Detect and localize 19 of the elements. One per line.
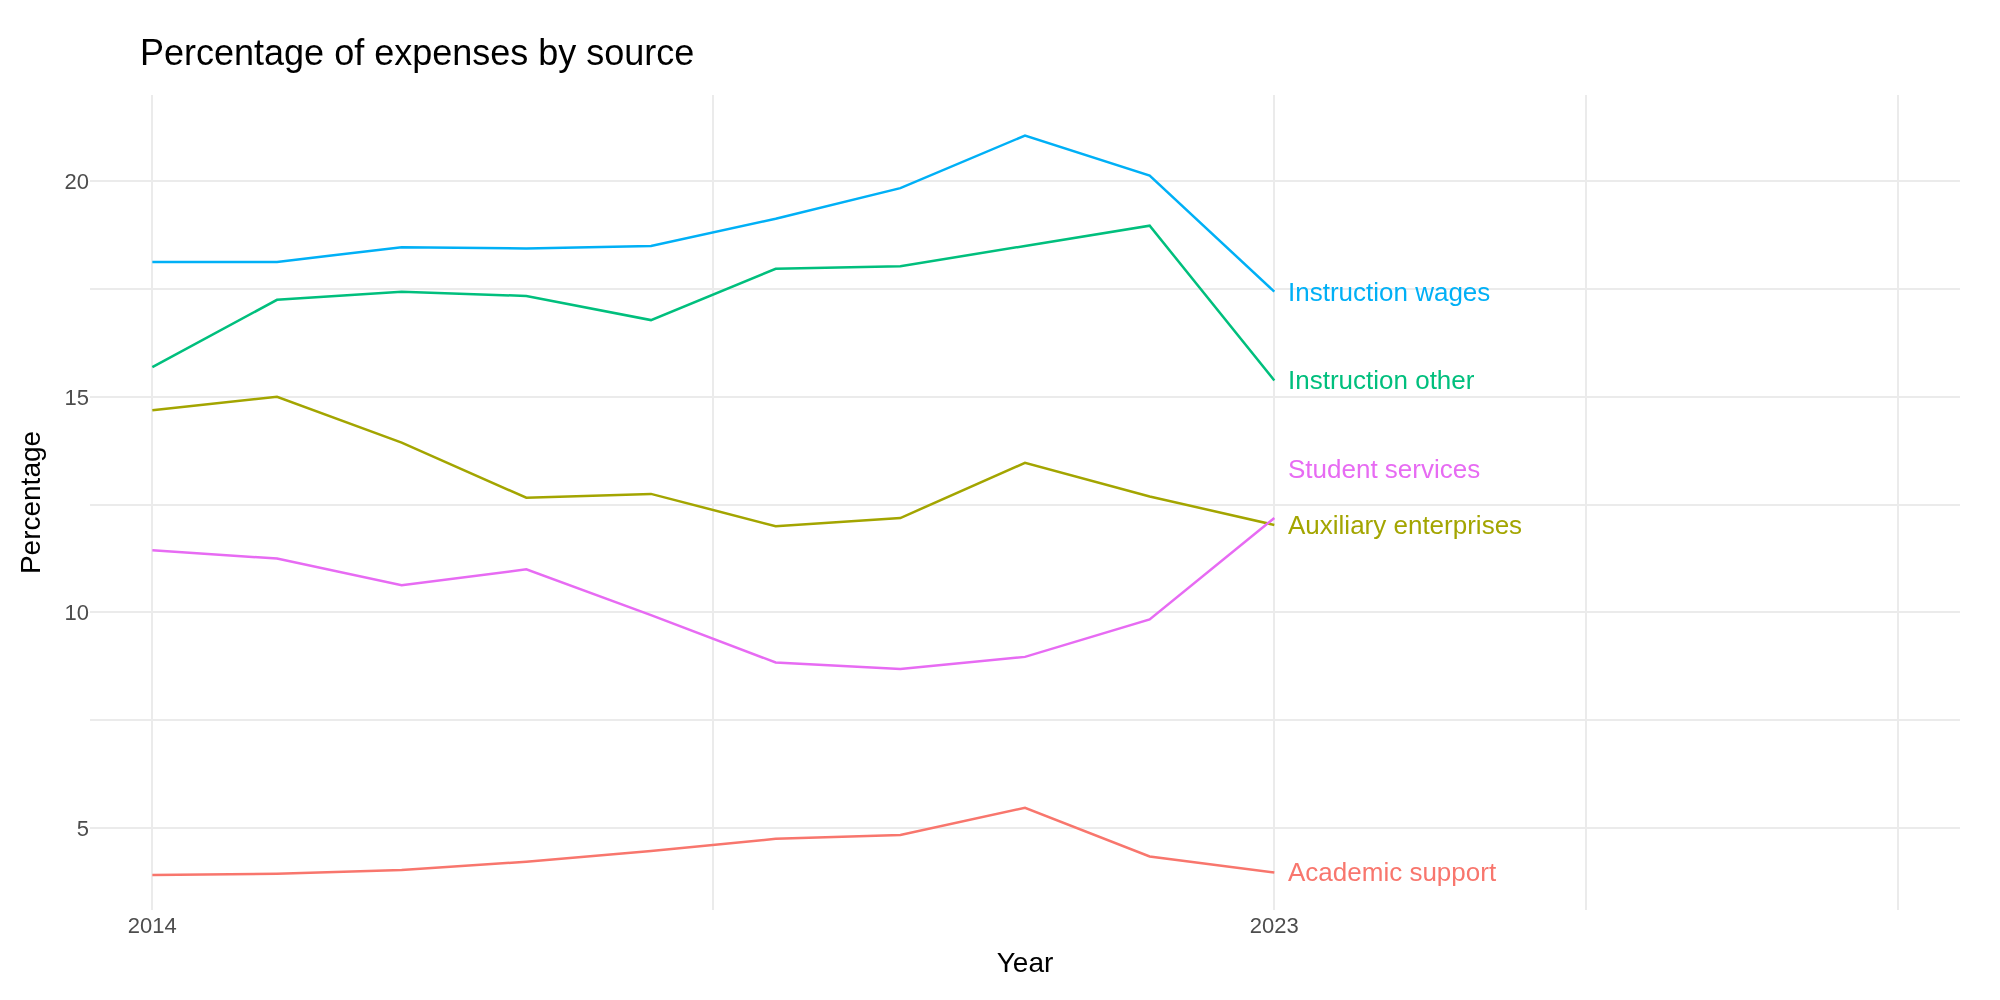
line-series xyxy=(151,806,1276,877)
line-series xyxy=(151,134,1276,293)
chart-title: Percentage of expenses by source xyxy=(140,32,695,74)
x-axis-title: Year xyxy=(996,947,1054,979)
x-tick-label: 2023 xyxy=(1249,913,1299,938)
series-label: Student services xyxy=(1288,454,1481,484)
line-series xyxy=(151,395,1276,528)
line-series xyxy=(151,516,1276,671)
series-label: Instruction other xyxy=(1288,365,1475,395)
y-tick-label: 20 xyxy=(64,168,89,194)
y-axis-title: Percentage xyxy=(15,430,47,575)
line-series xyxy=(151,224,1276,382)
series-label: Instruction wages xyxy=(1288,277,1491,307)
series-label: Academic support xyxy=(1288,857,1497,887)
x-tick-label: 2014 xyxy=(127,913,177,938)
y-tick-label: 10 xyxy=(64,600,89,626)
y-tick-label: 15 xyxy=(64,384,89,410)
series-label: Auxiliary enterprises xyxy=(1288,510,1523,540)
y-tick-label: 5 xyxy=(76,815,89,841)
